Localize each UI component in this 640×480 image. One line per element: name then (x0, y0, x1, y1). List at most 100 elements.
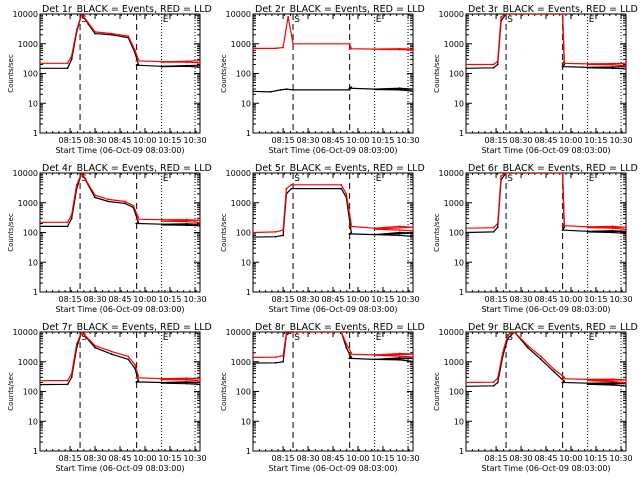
panel-title: Det 3r_BLACK = Events, RED = LLD (468, 4, 638, 15)
events-point (269, 91, 272, 93)
lld-point (398, 229, 401, 232)
lld-point (66, 221, 69, 224)
lld-point (611, 227, 614, 230)
y-axis-label: Counts/sec (7, 372, 15, 411)
lld-point (563, 376, 566, 379)
events-point (196, 224, 199, 227)
marker-label-end: E (376, 174, 382, 184)
x-tick-label: 10:15 (158, 295, 181, 304)
marker-label-start: S (507, 333, 513, 343)
events-point (412, 232, 413, 235)
lld-point (253, 47, 254, 50)
events-point (40, 225, 41, 228)
events-point (492, 231, 495, 233)
lld-point (496, 222, 499, 225)
lld-point (622, 381, 625, 384)
events-point (412, 236, 413, 238)
lld-point (94, 31, 96, 33)
x-tick-label: 10:30 (610, 295, 633, 304)
x-tick-label: 08:30 (297, 136, 320, 145)
y-tick-label: 10000 (13, 328, 38, 337)
x-axis-label: Start Time (06-Oct-09 08:03:00) (268, 464, 397, 473)
events-point (561, 381, 564, 384)
events-series-line (466, 173, 626, 235)
x-tick-label: 10:30 (610, 454, 633, 463)
lld-point (282, 229, 284, 232)
y-tick-label: 10000 (226, 169, 251, 178)
lld-point (185, 379, 188, 381)
lld-point (134, 363, 136, 366)
x-tick-label: 10:15 (158, 454, 181, 463)
events-point (290, 187, 293, 190)
lld-point (40, 221, 41, 224)
events-point (412, 90, 413, 93)
panel-title: Det 7r_BLACK = Events, RED = LLD (42, 322, 212, 333)
events-point (412, 88, 413, 90)
y-axis-label: Counts/sec (433, 372, 441, 411)
lld-point (185, 377, 188, 380)
marker-label-end: E (163, 15, 169, 25)
events-series-line (466, 14, 626, 70)
series-group (253, 332, 413, 364)
lld-point (348, 47, 351, 50)
x-tick-label: 08:45 (108, 136, 131, 145)
lld-point (586, 63, 589, 66)
lld-point (196, 221, 199, 224)
events-point (345, 346, 348, 349)
lld-point (134, 49, 136, 52)
lld-point (611, 225, 614, 228)
events-point (611, 66, 614, 68)
series-group (253, 183, 413, 238)
events-point (496, 381, 499, 384)
events-point (622, 232, 625, 235)
events-point (196, 66, 199, 68)
x-tick-label: 10:30 (184, 454, 207, 463)
panel-det-3: Det 3r_BLACK = Events, RED = LLD 1 10 100 10… (433, 4, 638, 155)
lld-point (160, 378, 163, 381)
lld-point (398, 225, 401, 228)
series-group (40, 14, 200, 70)
y-tick-label: 100 (449, 229, 464, 238)
marker-label-start: S (81, 15, 87, 25)
events-point (348, 87, 351, 90)
lld-point (492, 381, 495, 384)
x-tick-label: 08:15 (485, 454, 508, 463)
events-point (373, 233, 376, 236)
panel-title: Det 6r_BLACK = Events, RED = LLD (468, 163, 638, 174)
x-tick-label: 10:00 (346, 454, 369, 463)
y-tick-label: 1 (33, 447, 38, 456)
lld-series-line (40, 14, 200, 64)
x-tick-label: 10:00 (346, 136, 369, 145)
lld-point (75, 28, 78, 31)
events-point (563, 63, 566, 66)
lld-point (290, 183, 293, 186)
events-point (611, 384, 614, 386)
lld-point (137, 375, 140, 377)
x-tick-label: 10:00 (346, 295, 369, 304)
events-point (185, 224, 188, 227)
events-point (40, 67, 41, 70)
lld-point (285, 332, 288, 335)
y-tick-label: 10 (454, 99, 464, 108)
y-tick-label: 1000 (444, 40, 464, 49)
lld-point (466, 63, 467, 66)
lld-series-line (466, 14, 626, 67)
lld-point (199, 377, 200, 380)
event-markers (292, 14, 409, 133)
events-point (279, 89, 282, 91)
events-point (66, 225, 69, 228)
events-point (611, 382, 614, 384)
lld-point (412, 353, 413, 356)
series-group (40, 173, 200, 228)
y-axis-label: Counts/sec (433, 54, 441, 93)
panel-title: Det 5r_BLACK = Events, RED = LLD (255, 163, 425, 174)
panel-title: Det 2r_BLACK = Events, RED = LLD (255, 4, 425, 15)
events-point (561, 229, 564, 232)
events-point (526, 346, 529, 349)
events-point (625, 68, 626, 71)
lld-series-line (253, 332, 413, 358)
x-tick-label: 08:30 (510, 454, 533, 463)
events-point (94, 32, 96, 35)
marker-label-start: S (294, 174, 300, 184)
x-tick-label: 08:15 (59, 454, 82, 463)
